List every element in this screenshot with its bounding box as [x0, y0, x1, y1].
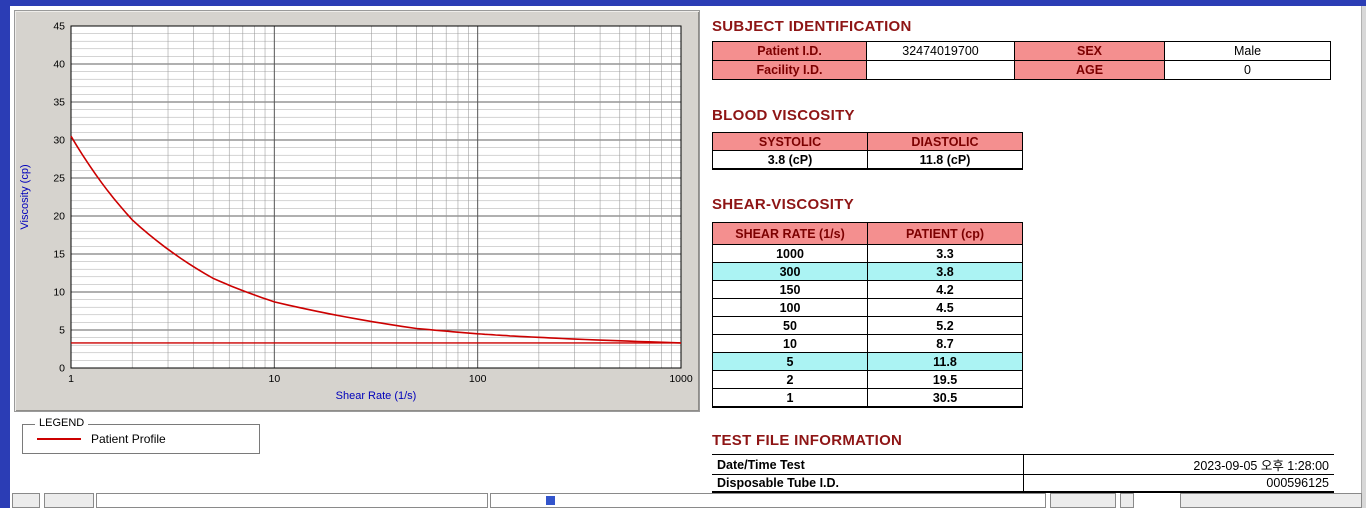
blood-viscosity-table: SYSTOLIC DIASTOLIC 3.8 (cP) 11.8 (cP) — [712, 132, 1023, 170]
test-file-row: Disposable Tube I.D. 000596125 — [712, 474, 1334, 493]
taskbar-window-1[interactable] — [96, 493, 488, 508]
legend-entry: Patient Profile — [23, 425, 259, 453]
svg-text:1000: 1000 — [669, 373, 693, 385]
svg-text:40: 40 — [53, 59, 65, 71]
shear-viscosity-title: SHEAR-VISCOSITY — [712, 196, 855, 213]
taskbar-button-3[interactable] — [1050, 493, 1116, 508]
shear-rate-cell: 5 — [712, 352, 868, 371]
svg-text:45: 45 — [53, 21, 65, 33]
systolic-header: SYSTOLIC — [712, 132, 868, 151]
shear-row: 1000 3.3 — [712, 244, 1023, 263]
shear-row: 1 30.5 — [712, 388, 1023, 408]
shear-value-cell: 30.5 — [867, 388, 1023, 408]
patient-id-label: Patient I.D. — [712, 41, 867, 61]
taskbar-icon — [546, 496, 555, 505]
shear-row: 100 4.5 — [712, 298, 1023, 317]
svg-text:25: 25 — [53, 173, 65, 185]
shear-value-cell: 3.3 — [867, 244, 1023, 263]
systolic-value: 3.8 (cP) — [712, 150, 868, 170]
facility-id-label: Facility I.D. — [712, 60, 867, 80]
shear-viscosity-table: SHEAR RATE (1/s) PATIENT (cp) 1000 3.3 300… — [712, 222, 1023, 408]
shear-row: 5 11.8 — [712, 352, 1023, 371]
results-panel: SUBJECT IDENTIFICATION Patient I.D. 3247… — [710, 12, 1334, 493]
window-left-border — [0, 0, 10, 508]
bottom-window-strip — [10, 493, 1366, 508]
test-file-row: Date/Time Test 2023-09-05 오후 1:28:00 — [712, 454, 1334, 475]
subject-row: Patient I.D. 32474019700 SEX Male — [712, 41, 1331, 61]
shear-rate-cell: 150 — [712, 280, 868, 299]
shear-value-cell: 4.5 — [867, 298, 1023, 317]
legend-box: LEGEND Patient Profile — [22, 417, 260, 454]
svg-text:10: 10 — [53, 287, 65, 299]
shear-rate-cell: 300 — [712, 262, 868, 281]
shear-rate-cell: 1000 — [712, 244, 868, 263]
subject-identification-title: SUBJECT IDENTIFICATION — [712, 18, 912, 35]
svg-text:5: 5 — [59, 325, 65, 337]
taskbar-window-2[interactable] — [490, 493, 1046, 508]
legend-line-sample — [37, 438, 81, 440]
svg-text:35: 35 — [53, 97, 65, 109]
disposable-tube-id-value: 000596125 — [1022, 474, 1334, 493]
svg-text:30: 30 — [53, 135, 65, 147]
blood-viscosity-title: BLOOD VISCOSITY — [712, 107, 855, 124]
sex-value: Male — [1164, 41, 1331, 61]
shear-rate-cell: 1 — [712, 388, 868, 408]
taskbar-button-2[interactable] — [44, 493, 94, 508]
date-time-test-label: Date/Time Test — [712, 454, 1023, 475]
shear-value-cell: 3.8 — [867, 262, 1023, 281]
shear-row: 2 19.5 — [712, 370, 1023, 389]
subject-identification-table: Patient I.D. 32474019700 SEX Male Facili… — [712, 41, 1331, 80]
svg-text:100: 100 — [469, 373, 487, 385]
shear-row: 50 5.2 — [712, 316, 1023, 335]
taskbar-button-5[interactable] — [1180, 493, 1362, 508]
shear-value-cell: 4.2 — [867, 280, 1023, 299]
shear-header-row: SHEAR RATE (1/s) PATIENT (cp) — [712, 222, 1023, 245]
svg-text:Viscosity (cp): Viscosity (cp) — [19, 164, 31, 229]
age-value: 0 — [1164, 60, 1331, 80]
subject-row: Facility I.D. AGE 0 — [712, 60, 1331, 80]
shear-table-body: 1000 3.3 300 3.8 150 4.2 100 4.5 50 5.2 10 8.7 5 11.8… — [712, 244, 1023, 408]
shear-rate-header: SHEAR RATE (1/s) — [712, 222, 868, 245]
disposable-tube-id-label: Disposable Tube I.D. — [712, 474, 1023, 493]
svg-text:20: 20 — [53, 211, 65, 223]
patient-id-value: 32474019700 — [866, 41, 1015, 61]
test-file-information-table: Date/Time Test 2023-09-05 오후 1:28:00 Dis… — [712, 454, 1334, 493]
window-right-border — [1361, 6, 1366, 508]
svg-text:15: 15 — [53, 249, 65, 261]
patient-cp-header: PATIENT (cp) — [867, 222, 1023, 245]
viscosity-chart-panel: 0 5 10 15 20 25 30 35 40 45 1 10 100 1000 Viscosity (c… — [14, 10, 700, 412]
legend-title: LEGEND — [35, 417, 89, 429]
diastolic-header: DIASTOLIC — [867, 132, 1023, 151]
svg-text:Shear Rate (1/s): Shear Rate (1/s) — [336, 390, 417, 402]
svg-text:1: 1 — [68, 373, 74, 385]
sex-label: SEX — [1014, 41, 1165, 61]
facility-id-value — [866, 60, 1015, 80]
shear-value-cell: 8.7 — [867, 334, 1023, 353]
shear-value-cell: 5.2 — [867, 316, 1023, 335]
shear-value-cell: 19.5 — [867, 370, 1023, 389]
blood-viscosity-value-row: 3.8 (cP) 11.8 (cP) — [712, 150, 1023, 170]
taskbar-button-1[interactable] — [12, 493, 40, 508]
svg-text:10: 10 — [268, 373, 280, 385]
age-label: AGE — [1014, 60, 1165, 80]
blood-viscosity-header-row: SYSTOLIC DIASTOLIC — [712, 132, 1023, 151]
test-file-information-title: TEST FILE INFORMATION — [712, 432, 903, 449]
shear-rate-cell: 2 — [712, 370, 868, 389]
shear-row: 300 3.8 — [712, 262, 1023, 281]
viscosity-chart: 0 5 10 15 20 25 30 35 40 45 1 10 100 1000 Viscosity (c… — [19, 21, 693, 403]
shear-rate-cell: 100 — [712, 298, 868, 317]
svg-text:0: 0 — [59, 363, 65, 375]
shear-row: 150 4.2 — [712, 280, 1023, 299]
shear-rate-cell: 10 — [712, 334, 868, 353]
window-top-border — [0, 0, 1366, 6]
shear-rate-cell: 50 — [712, 316, 868, 335]
shear-value-cell: 11.8 — [867, 352, 1023, 371]
diastolic-value: 11.8 (cP) — [867, 150, 1023, 170]
taskbar-button-4[interactable] — [1120, 493, 1134, 508]
date-time-test-value: 2023-09-05 오후 1:28:00 — [1022, 454, 1334, 475]
shear-row: 10 8.7 — [712, 334, 1023, 353]
legend-entry-label: Patient Profile — [91, 432, 166, 446]
